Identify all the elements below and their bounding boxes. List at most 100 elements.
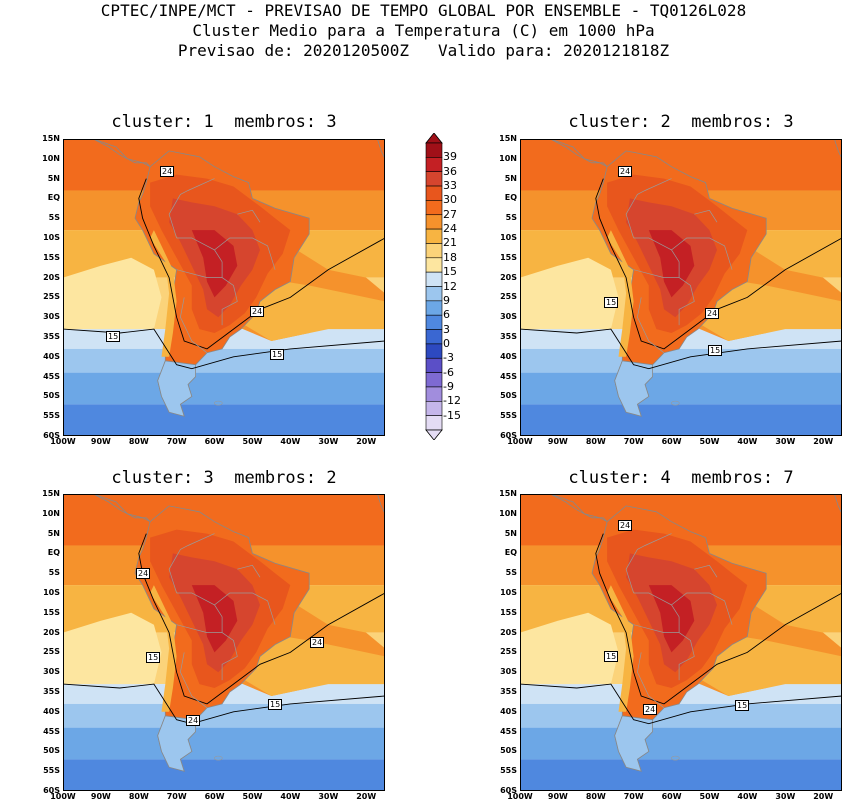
country-border <box>176 592 223 633</box>
y-tick-label: 35S <box>500 332 517 341</box>
y-tick-label: EQ <box>47 193 60 203</box>
panel-title-3: cluster: 3 membros: 2 <box>111 468 337 488</box>
africa-land <box>833 494 842 514</box>
map-panel-4 <box>520 494 842 791</box>
colorbar-swatch <box>425 157 443 173</box>
contour-24 <box>138 178 385 350</box>
y-tick-label: 60S <box>500 431 517 440</box>
central-america-land <box>520 494 608 523</box>
y-tick-label: EQ <box>47 548 60 558</box>
africa-land <box>833 139 842 159</box>
y-tick-label: 10N <box>42 153 60 163</box>
contour-label: 24 <box>310 637 325 648</box>
y-tick-label: 45S <box>43 726 60 736</box>
falkland-islands <box>671 755 680 761</box>
y-tick-label: 55S <box>43 766 60 776</box>
x-tick-label: 70W <box>623 437 644 446</box>
contour-label: 24 <box>186 715 201 726</box>
colorbar-swatch <box>425 314 443 330</box>
central-america-land <box>63 139 151 168</box>
y-tick-label: 60S <box>43 786 60 795</box>
map-panel-2 <box>520 139 842 436</box>
cool-tongue <box>63 612 162 685</box>
y-tick-label: 25S <box>43 647 60 657</box>
cool-tongue <box>520 257 619 330</box>
country-border <box>237 209 261 223</box>
y-tick-label: 20S <box>43 272 60 282</box>
y-tick-label: 30S <box>43 312 60 322</box>
colorbar-bottom-arrow <box>425 429 443 440</box>
y-tick-label: EQ <box>504 548 517 558</box>
contour-label: 24 <box>160 166 175 177</box>
y-tick-label: 5N <box>47 528 60 538</box>
country-border <box>694 564 718 578</box>
mild-tongue <box>244 277 385 341</box>
x-tick-label: 60W <box>661 792 682 801</box>
y-tick-label: 50S <box>500 391 517 401</box>
temperature-band <box>63 759 385 791</box>
temperature-band <box>63 348 385 373</box>
x-tick-label: 60W <box>661 437 682 446</box>
x-tick-label: 40W <box>737 792 758 801</box>
colorbar-swatch <box>425 243 443 259</box>
y-tick-label: 40S <box>500 706 517 716</box>
contour-24 <box>595 178 842 350</box>
y-tick-label: 5S <box>505 213 517 223</box>
y-tick-label: 15N <box>499 134 517 143</box>
temperature-band <box>520 372 842 405</box>
map-frame <box>63 139 385 436</box>
y-tick-label: 50S <box>500 746 517 756</box>
colorbar-label: -9 <box>443 379 454 393</box>
y-tick-label: 60S <box>500 786 517 795</box>
colorbar-swatch <box>425 200 443 216</box>
colorbar-label: -3 <box>443 351 454 365</box>
main-title: CPTEC/INPE/MCT - PREVISAO DE TEMPO GLOBA… <box>100 1 747 20</box>
y-tick-label: 40S <box>43 351 60 361</box>
y-tick-label: 20S <box>500 627 517 637</box>
x-tick-label: 20W <box>356 792 377 801</box>
patagonia-land <box>614 715 654 772</box>
contour-label: 24 <box>136 568 151 579</box>
y-tick-label: 45S <box>43 371 60 381</box>
country-border <box>637 652 665 709</box>
country-border <box>180 652 208 709</box>
contour-label: 15 <box>708 345 723 356</box>
country-border <box>176 237 223 278</box>
country-border <box>168 178 215 239</box>
country-border <box>678 632 695 681</box>
y-tick-label: 5N <box>47 173 60 183</box>
colorbar-swatch <box>425 329 443 345</box>
colorbar-label: 0 <box>443 336 450 350</box>
y-tick-label: 5S <box>48 568 60 578</box>
map-frame <box>63 494 385 791</box>
country-border <box>671 592 733 625</box>
x-tick-label: 60W <box>204 437 225 446</box>
temperature-band <box>63 727 385 760</box>
mild-tongue <box>701 277 842 341</box>
contour-label: 15 <box>106 331 121 342</box>
africa-land <box>376 139 385 159</box>
x-tick-label: 50W <box>242 792 263 801</box>
x-tick-label: 70W <box>166 437 187 446</box>
country-border <box>237 564 261 578</box>
y-tick-label: 50S <box>43 391 60 401</box>
subtitle-dates: Previsao de: 2020120500Z Valido para: 20… <box>177 41 670 60</box>
x-tick-label: 40W <box>280 792 301 801</box>
y-tick-label: 50S <box>43 746 60 756</box>
x-tick-label: 40W <box>280 437 301 446</box>
colorbar-label: 30 <box>443 193 457 207</box>
patagonia-land <box>157 360 197 417</box>
x-tick-label: 90W <box>547 437 568 446</box>
colorbar-label: -12 <box>443 394 461 408</box>
cool-tongue <box>520 612 619 685</box>
temperature-band <box>520 703 842 728</box>
y-tick-label: 10S <box>43 588 60 597</box>
andes-region <box>607 230 634 357</box>
y-tick-label: 25S <box>500 647 517 657</box>
y-tick-label: 15N <box>42 134 60 143</box>
contour-label: 24 <box>643 704 658 715</box>
y-tick-label: 10N <box>42 508 60 518</box>
colorbar-swatch <box>425 142 443 158</box>
map-frame <box>520 139 842 436</box>
y-tick-label: 15S <box>43 607 60 617</box>
